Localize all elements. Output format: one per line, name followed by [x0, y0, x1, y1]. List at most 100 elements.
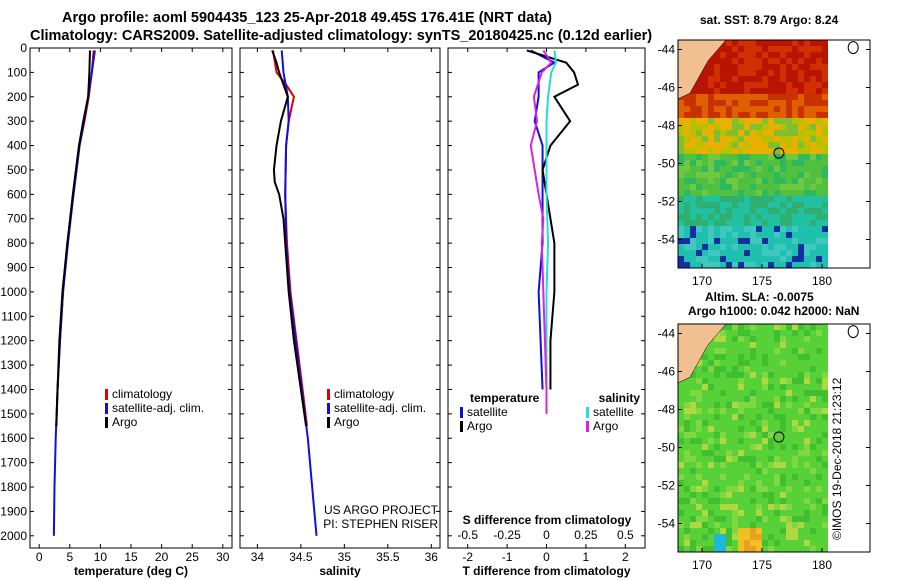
map-cell: [750, 148, 756, 154]
map-cell: [738, 160, 744, 166]
map-cell: [804, 372, 810, 378]
map-cell: [726, 438, 732, 444]
map-cell: [750, 136, 756, 142]
map-cell: [732, 130, 738, 136]
map-cell: [792, 256, 798, 262]
legend-label: Argo: [112, 415, 138, 429]
map-cell: [786, 262, 792, 268]
map-cell: [750, 70, 756, 76]
map-cell: [792, 196, 798, 202]
map-cell: [768, 330, 774, 336]
map-cell: [696, 214, 702, 220]
map-cell: [726, 136, 732, 142]
map-cell: [720, 226, 726, 232]
map-cell: [786, 130, 792, 136]
map-cell: [798, 426, 804, 432]
map-cell: [804, 420, 810, 426]
map-cell: [738, 118, 744, 124]
map-cell: [702, 456, 708, 462]
map-cell: [822, 232, 828, 238]
map-cell: [750, 420, 756, 426]
map-cell: [822, 238, 828, 244]
map-cell: [714, 528, 720, 534]
map-cell: [762, 172, 768, 178]
map-cell: [816, 142, 822, 148]
legend-label: satellite: [593, 405, 634, 419]
map-cell: [810, 330, 816, 336]
map-cell: [774, 118, 780, 124]
map-cell: [822, 492, 828, 498]
map-cell: [750, 64, 756, 70]
map-cell: [822, 82, 828, 88]
map-cell: [702, 88, 708, 94]
map-cell: [702, 64, 708, 70]
map-cell: [708, 220, 714, 226]
map-cell: [714, 492, 720, 498]
map-cell: [690, 112, 696, 118]
map-cell: [786, 52, 792, 58]
map-cell: [780, 172, 786, 178]
map-cell: [774, 250, 780, 256]
map-cell: [684, 250, 690, 256]
map-cell: [726, 52, 732, 58]
map-cell: [792, 384, 798, 390]
map-cell: [756, 324, 762, 330]
map-cell: [738, 238, 744, 244]
legend-title-temperature: temperature: [470, 391, 540, 405]
map-cell: [792, 82, 798, 88]
map-cell: [756, 244, 762, 250]
map-cell: [768, 474, 774, 480]
map-cell: [792, 336, 798, 342]
map-cell: [822, 540, 828, 546]
map-cell: [696, 220, 702, 226]
map-x-tick-label: 180: [812, 558, 832, 572]
map-cell: [678, 516, 684, 522]
map-cell: [738, 256, 744, 262]
map-cell: [780, 244, 786, 250]
map-cell: [822, 510, 828, 516]
map-cell: [714, 534, 720, 540]
map-cell: [774, 136, 780, 142]
map-cell: [792, 390, 798, 396]
map-cell: [720, 94, 726, 100]
map-cell: [822, 136, 828, 142]
map-cell: [678, 426, 684, 432]
map-cell: [708, 256, 714, 262]
map-cell: [696, 256, 702, 262]
map-cell: [702, 450, 708, 456]
map-cell: [822, 100, 828, 106]
map-cell: [768, 492, 774, 498]
map-cell: [714, 474, 720, 480]
map-cell: [708, 528, 714, 534]
map-cell: [714, 256, 720, 262]
map-cell: [762, 348, 768, 354]
map-cell: [762, 360, 768, 366]
map-cell: [786, 324, 792, 330]
map-cell: [798, 510, 804, 516]
map-cell: [708, 384, 714, 390]
map-cell: [804, 504, 810, 510]
map-cell: [732, 462, 738, 468]
map-cell: [774, 516, 780, 522]
map-cell: [714, 384, 720, 390]
map-y-tick-label: -48: [658, 119, 676, 133]
y-tick-label: 1300: [0, 358, 27, 372]
sst-map-title: sat. SST: 8.79 Argo: 8.24: [700, 13, 839, 27]
map-cell: [726, 450, 732, 456]
sst-map: [677, 39, 871, 269]
map-cell: [720, 348, 726, 354]
map-cell: [816, 208, 822, 214]
map-cell: [810, 504, 816, 510]
map-cell: [750, 112, 756, 118]
map-cell: [750, 462, 756, 468]
map-cell: [762, 70, 768, 76]
map-cell: [786, 426, 792, 432]
map-cell: [678, 100, 684, 106]
map-cell: [720, 64, 726, 70]
map-cell: [720, 438, 726, 444]
map-cell: [696, 190, 702, 196]
map-cell: [702, 256, 708, 262]
map-cell: [756, 256, 762, 262]
map-cell: [738, 510, 744, 516]
map-cell: [810, 70, 816, 76]
